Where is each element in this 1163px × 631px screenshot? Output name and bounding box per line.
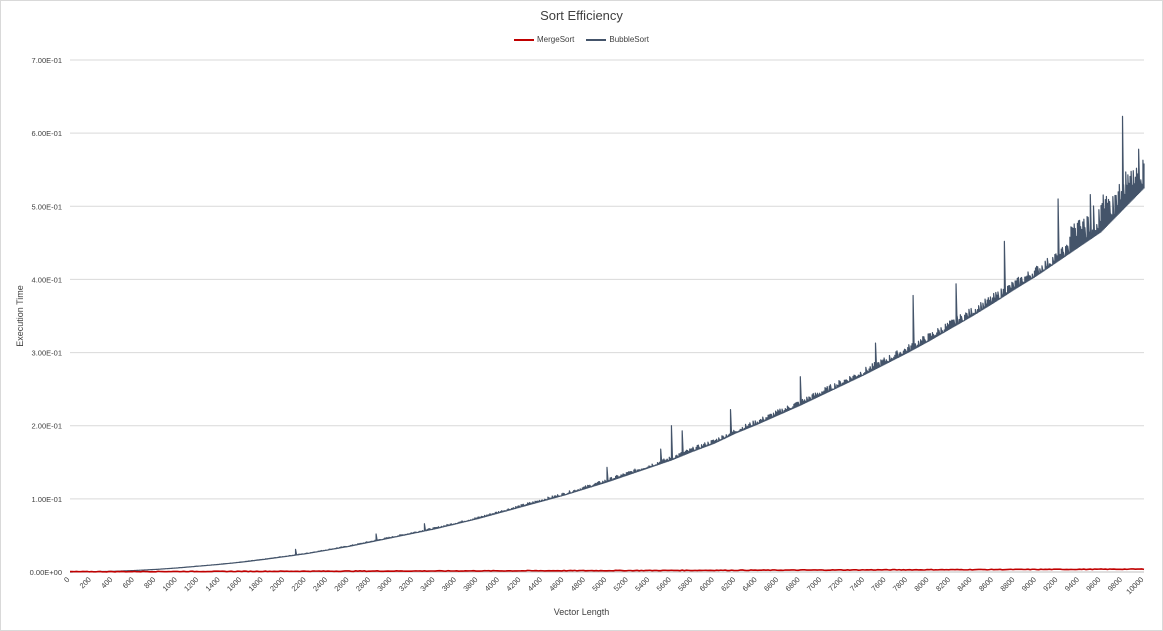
- x-tick-label: 4400: [526, 575, 544, 593]
- x-tick-label: 4600: [547, 575, 565, 593]
- x-tick-label: 9800: [1106, 575, 1124, 593]
- x-tick-label: 3400: [418, 575, 436, 593]
- x-tick-label: 4200: [504, 575, 522, 593]
- x-tick-label: 800: [142, 575, 157, 590]
- x-tick-label: 4800: [569, 575, 587, 593]
- x-tick-label: 1200: [182, 575, 200, 593]
- x-tick-label: 2800: [354, 575, 372, 593]
- y-tick-label: 1.00E-01: [32, 495, 62, 504]
- x-tick-label: 5200: [612, 575, 630, 593]
- x-tick-label: 5600: [655, 575, 673, 593]
- x-tick-label: 10000: [1124, 575, 1145, 596]
- x-tick-label: 8400: [955, 575, 973, 593]
- x-tick-label: 9200: [1041, 575, 1059, 593]
- y-tick-label: 0.00E+00: [30, 568, 62, 577]
- x-tick-label: 2600: [332, 575, 350, 593]
- x-tick-label: 0: [62, 575, 71, 584]
- x-tick-label: 6800: [784, 575, 802, 593]
- y-tick-label: 6.00E-01: [32, 129, 62, 138]
- x-tick-label: 3800: [461, 575, 479, 593]
- legend-item-mergesort: MergeSort: [514, 35, 574, 44]
- x-tick-label: 200: [78, 575, 93, 590]
- legend: MergeSort BubbleSort: [0, 35, 1163, 44]
- x-tick-label: 7200: [827, 575, 845, 593]
- x-tick-label: 600: [121, 575, 136, 590]
- y-tick-label: 5.00E-01: [32, 202, 62, 211]
- x-tick-label: 5000: [590, 575, 608, 593]
- x-tick-label: 2400: [311, 575, 329, 593]
- x-tick-label: 9400: [1063, 575, 1081, 593]
- x-tick-label: 5800: [676, 575, 694, 593]
- x-tick-label: 8600: [977, 575, 995, 593]
- x-tick-label: 6400: [741, 575, 759, 593]
- x-tick-label: 9600: [1084, 575, 1102, 593]
- x-tick-label: 2200: [290, 575, 308, 593]
- x-tick-label: 8800: [998, 575, 1016, 593]
- x-tick-label: 7800: [891, 575, 909, 593]
- x-tick-label: 4000: [483, 575, 501, 593]
- x-tick-label: 3200: [397, 575, 415, 593]
- x-tick-label: 8200: [934, 575, 952, 593]
- y-tick-label: 3.00E-01: [32, 349, 62, 358]
- x-tick-label: 6600: [762, 575, 780, 593]
- series-line-mergesort: [69, 568, 1145, 573]
- x-tick-label: 6200: [719, 575, 737, 593]
- x-tick-label: 5400: [633, 575, 651, 593]
- y-tick-label: 2.00E-01: [32, 422, 62, 431]
- x-tick-label: 3000: [375, 575, 393, 593]
- x-tick-label: 7000: [805, 575, 823, 593]
- legend-label-bubblesort: BubbleSort: [609, 35, 649, 44]
- x-tick-label: 400: [99, 575, 114, 590]
- x-tick-label: 6000: [698, 575, 716, 593]
- x-tick-label: 8000: [912, 575, 930, 593]
- legend-item-bubblesort: BubbleSort: [586, 35, 649, 44]
- x-tick-label: 7600: [869, 575, 887, 593]
- series-line-bubblesort: [69, 115, 1145, 573]
- x-tick-label: 1600: [225, 575, 243, 593]
- legend-swatch-bubblesort: [586, 38, 607, 41]
- x-tick-label: 9000: [1020, 575, 1038, 593]
- x-tick-label: 1800: [247, 575, 265, 593]
- x-tick-label: 7400: [848, 575, 866, 593]
- x-tick-label: 2000: [268, 575, 286, 593]
- y-tick-label: 4.00E-01: [32, 275, 62, 284]
- x-tick-label: 3600: [440, 575, 458, 593]
- x-axis-label: Vector Length: [553, 607, 610, 617]
- x-tick-label: 1400: [204, 575, 222, 593]
- x-tick-label: 1000: [161, 575, 179, 593]
- legend-swatch-mergesort: [514, 38, 535, 41]
- legend-label-mergesort: MergeSort: [537, 35, 575, 44]
- chart-title: Sort Efficiency: [540, 8, 623, 23]
- y-tick-label: 7.00E-01: [32, 56, 62, 65]
